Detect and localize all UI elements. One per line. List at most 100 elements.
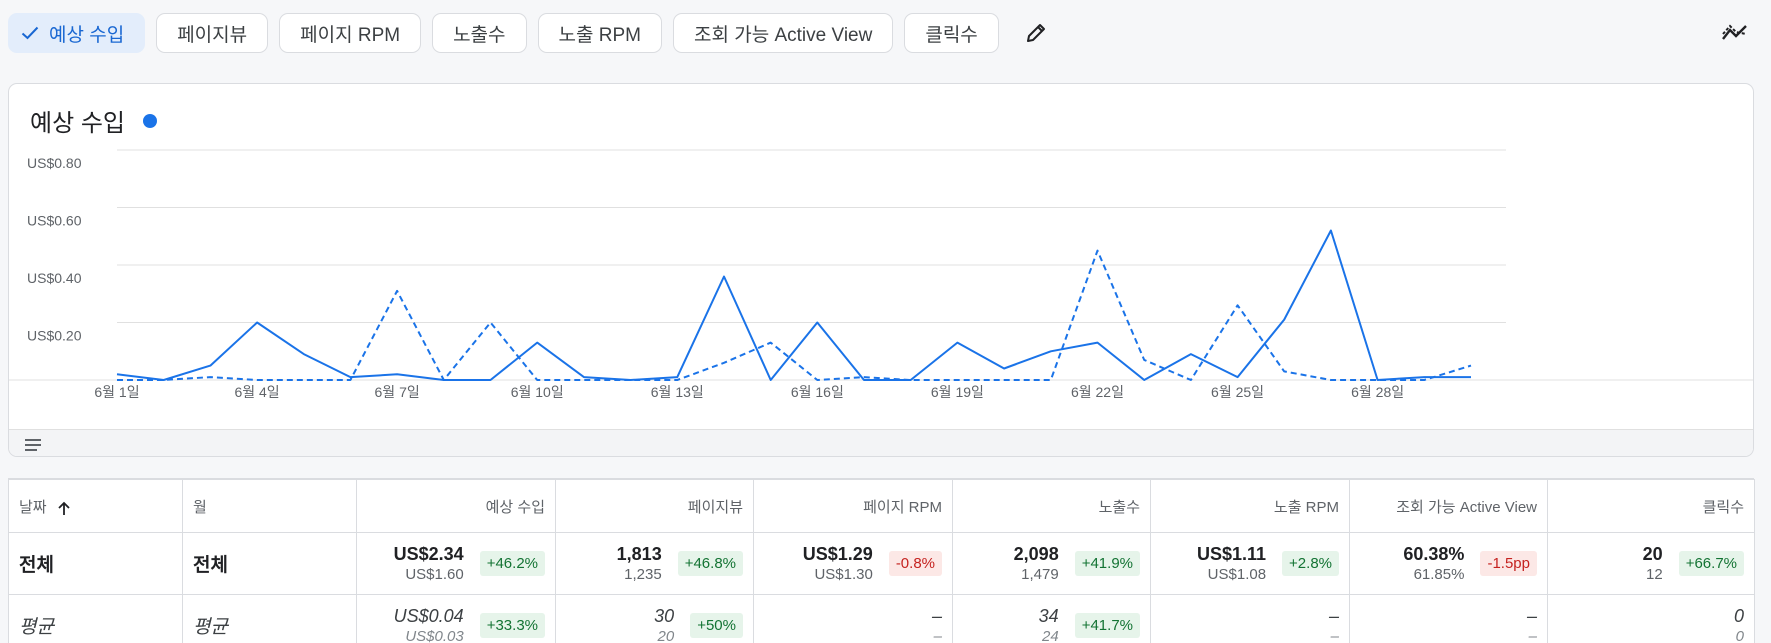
cell-pageviews: 30 20 +50% bbox=[555, 594, 754, 643]
earnings-line-chart[interactable]: US$0.20 US$0.40 US$0.60 US$0.80 bbox=[9, 84, 1754, 457]
header-label: 월 bbox=[193, 498, 207, 516]
current-value: 0 bbox=[1733, 606, 1744, 626]
header-label: 페이지뷰 bbox=[687, 498, 743, 516]
cell-page-rpm: – – bbox=[753, 594, 953, 643]
previous-value: 20 bbox=[657, 628, 675, 643]
col-pageviews-header[interactable]: 페이지뷰 bbox=[555, 479, 754, 533]
previous-value: US$0.03 bbox=[405, 628, 464, 643]
current-value: US$2.34 bbox=[393, 544, 464, 564]
change-badge: -1.5pp bbox=[1480, 551, 1537, 576]
cell-date: 평균 bbox=[8, 594, 183, 643]
header-label: 날짜 bbox=[19, 498, 47, 516]
current-value: 34 bbox=[1038, 606, 1059, 626]
chip-label: 예상 수입 bbox=[49, 24, 125, 46]
current-value: 2,098 bbox=[1013, 544, 1059, 564]
previous-value: 61.85% bbox=[1413, 566, 1465, 583]
change-badge: +33.3% bbox=[479, 613, 545, 638]
previous-value: US$1.60 bbox=[405, 566, 464, 583]
previous-value: – bbox=[1330, 628, 1339, 643]
chip-estimated-earnings[interactable]: 예상 수입 bbox=[8, 13, 146, 53]
y-tick-label: US$0.60 bbox=[27, 213, 82, 229]
series-line-current[interactable] bbox=[116, 229, 1471, 381]
chip-label: 클릭수 bbox=[925, 24, 978, 46]
cell-page-rpm: US$1.29 US$1.30 -0.8% bbox=[753, 532, 953, 595]
col-earnings-header[interactable]: 예상 수입 bbox=[356, 479, 556, 533]
col-date-header[interactable]: 날짜 bbox=[8, 479, 183, 533]
current-value: 30 bbox=[654, 606, 675, 626]
chip-label: 노출수 bbox=[453, 24, 506, 46]
current-value: 60.38% bbox=[1403, 544, 1465, 564]
current-value: 1,813 bbox=[616, 544, 662, 564]
cell-month: 전체 bbox=[182, 532, 357, 595]
header-label: 페이지 RPM bbox=[863, 498, 942, 516]
compare-trend-button[interactable] bbox=[1717, 15, 1753, 51]
cell-imp-rpm: – – bbox=[1150, 594, 1350, 643]
header-label: 노출 RPM bbox=[1273, 498, 1339, 516]
previous-value: 24 bbox=[1042, 628, 1059, 643]
chip-label: 노출 RPM bbox=[558, 24, 641, 46]
header-label: 노출수 bbox=[1098, 498, 1140, 516]
cell-date: 전체 bbox=[8, 532, 183, 595]
col-clicks-header[interactable]: 클릭수 bbox=[1547, 479, 1755, 533]
chip-clicks[interactable]: 클릭수 bbox=[904, 13, 999, 53]
current-value: US$1.29 bbox=[802, 544, 873, 564]
cell-earnings: US$0.04 US$0.03 +33.3% bbox=[356, 594, 556, 643]
y-tick-label: US$0.80 bbox=[27, 155, 82, 171]
sort-ascending-icon bbox=[57, 501, 70, 515]
current-value: – bbox=[931, 606, 942, 626]
chip-impressions[interactable]: 노출수 bbox=[432, 13, 527, 53]
col-page-rpm-header[interactable]: 페이지 RPM bbox=[753, 479, 953, 533]
change-badge: +41.7% bbox=[1074, 613, 1140, 638]
cell-active-view: – – bbox=[1349, 594, 1548, 643]
previous-value: 1,479 bbox=[1021, 566, 1059, 583]
chart-footer bbox=[9, 429, 1753, 456]
chip-label: 조회 가능 Active View bbox=[694, 24, 873, 46]
legend-dot bbox=[143, 113, 157, 128]
cell-impressions: 2,098 1,479 +41.9% bbox=[952, 532, 1151, 595]
col-impressions-header[interactable]: 노출수 bbox=[952, 479, 1151, 533]
cell-clicks: 20 12 +66.7% bbox=[1547, 532, 1755, 595]
chip-pageviews[interactable]: 페이지뷰 bbox=[156, 13, 269, 53]
previous-value: – bbox=[1528, 628, 1537, 643]
previous-value: US$1.08 bbox=[1207, 566, 1267, 583]
table-row-total: 전체 전체 US$2.34 US$1.60 +46.2% 1,813 1,235 +46… bbox=[8, 532, 1755, 595]
table-header-row: 날짜 월 예상 수입 페이지뷰 페이지 RPM 노출수 노출 RPM 조회 가능… bbox=[8, 479, 1755, 533]
header-label: 클릭수 bbox=[1702, 498, 1744, 516]
previous-value: 0 bbox=[1735, 628, 1744, 643]
report-table: 날짜 월 예상 수입 페이지뷰 페이지 RPM 노출수 노출 RPM 조회 가능… bbox=[8, 478, 1755, 643]
chart-title: 예상 수입 bbox=[30, 110, 125, 137]
current-value: – bbox=[1526, 606, 1537, 626]
change-badge: +46.2% bbox=[479, 551, 545, 576]
col-month-header[interactable]: 월 bbox=[182, 479, 357, 533]
chart-title-row: 예상 수입 bbox=[30, 103, 157, 138]
change-badge: +66.7% bbox=[1678, 551, 1744, 576]
metric-chip-bar: 예상 수입 페이지뷰 페이지 RPM 노출수 노출 RPM 조회 가능 Acti… bbox=[8, 13, 1056, 53]
current-value: – bbox=[1328, 606, 1339, 626]
col-imp-rpm-header[interactable]: 노출 RPM bbox=[1150, 479, 1350, 533]
menu-lines-icon[interactable] bbox=[23, 436, 45, 454]
chip-page-rpm[interactable]: 페이지 RPM bbox=[279, 13, 422, 53]
chip-label: 페이지뷰 bbox=[177, 24, 248, 46]
chip-active-view[interactable]: 조회 가능 Active View bbox=[673, 13, 894, 53]
change-badge: +46.8% bbox=[677, 551, 743, 576]
cell-impressions: 34 24 +41.7% bbox=[952, 594, 1151, 643]
chip-label: 페이지 RPM bbox=[300, 24, 401, 46]
cell-pageviews: 1,813 1,235 +46.8% bbox=[555, 532, 754, 595]
cell-imp-rpm: US$1.11 US$1.08 +2.8% bbox=[1150, 532, 1350, 595]
previous-value: – bbox=[933, 628, 942, 643]
current-value: 20 bbox=[1642, 544, 1663, 564]
check-icon bbox=[21, 26, 39, 40]
current-value: US$0.04 bbox=[393, 606, 464, 626]
chip-impression-rpm[interactable]: 노출 RPM bbox=[537, 13, 662, 53]
series-line-previous[interactable] bbox=[117, 249, 1472, 381]
table-row-average: 평균 평균 US$0.04 US$0.03 +33.3% 30 20 +50% – – 3… bbox=[8, 594, 1755, 643]
col-active-view-header[interactable]: 조회 가능 Active View bbox=[1349, 479, 1548, 533]
previous-value: US$1.30 bbox=[814, 566, 873, 583]
cell-active-view: 60.38% 61.85% -1.5pp bbox=[1349, 532, 1548, 595]
cell-month: 평균 bbox=[182, 594, 357, 643]
cell-earnings: US$2.34 US$1.60 +46.2% bbox=[356, 532, 556, 595]
y-tick-label: US$0.20 bbox=[27, 328, 82, 344]
change-badge: +2.8% bbox=[1282, 551, 1339, 576]
edit-metrics-button[interactable] bbox=[1016, 13, 1056, 53]
